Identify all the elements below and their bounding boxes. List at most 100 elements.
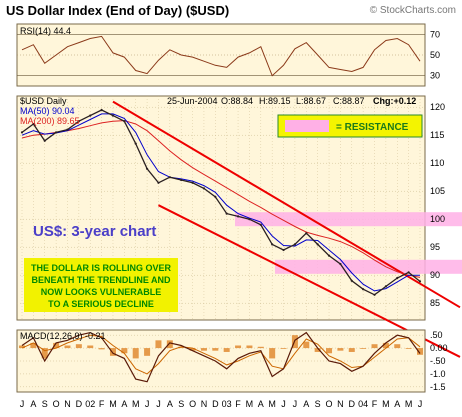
macd-hist-bar [87, 345, 94, 349]
price-point [407, 271, 410, 274]
macd-hist-bar [314, 348, 321, 352]
macd-hist-bar [132, 348, 139, 359]
rsi-tick-labels: 70 50 30 [430, 29, 440, 80]
resistance-bands [235, 212, 462, 274]
x-axis-labels: J A S O N D 02 F M A M J J A S O N D 03 F M A M J J A S O N D 04 F M A M J [20, 399, 423, 409]
callout-line-4: TO A SERIOUS DECLINE [48, 299, 154, 309]
macd-hist-bar [189, 348, 196, 351]
price-point [305, 232, 308, 235]
x-tick-label: J [418, 399, 423, 409]
ma50-line [21, 113, 420, 292]
x-tick-label: D [76, 399, 83, 409]
price-point [350, 279, 353, 282]
rsi-tick-label: 70 [430, 29, 440, 39]
stats-open: O:88.84 [221, 96, 253, 106]
macd-tick-label: 0.00 [430, 343, 448, 353]
macd-hist-bar [223, 348, 230, 352]
x-tick-label: M [405, 399, 413, 409]
x-tick-label: A [394, 399, 400, 409]
price-point [293, 243, 297, 246]
macd-tick-labels: .50 0.00 -.50 -1.0 -1.5 [430, 330, 448, 392]
ma200-line [21, 120, 421, 278]
price-point [77, 120, 80, 123]
macd-tick-label: -.50 [430, 356, 446, 366]
x-tick-label: F [99, 399, 105, 409]
macd-hist-bar [337, 348, 344, 351]
macd-tick-label: -1.0 [430, 369, 446, 379]
x-tick-label: J [293, 399, 298, 409]
macd-hist-bar [269, 348, 276, 359]
x-tick-label: J [20, 399, 25, 409]
macd-tick-label: -1.5 [430, 382, 446, 392]
macd-hist-bar [109, 348, 116, 356]
price-point [20, 131, 24, 134]
rsi-grid [17, 34, 425, 76]
macd-hist-bar [75, 344, 82, 349]
macd-hist-bar [53, 342, 60, 349]
macd-tick-label: .50 [430, 330, 443, 340]
macd-hist-bar [144, 348, 151, 356]
callout-line-1: THE DOLLAR IS ROLLING OVER [31, 263, 172, 273]
price-point [418, 280, 422, 283]
price-point [100, 108, 103, 112]
x-tick-label: S [42, 399, 48, 409]
price-tick-label: 90 [430, 270, 440, 280]
rsi-panel: RSI(14) 44.4 70 50 30 [16, 23, 440, 87]
x-tick-label: N [337, 399, 344, 409]
x-tick-label: O [326, 399, 333, 409]
x-tick-label: J [281, 399, 286, 409]
price-point [111, 114, 115, 117]
x-tick-label: O [53, 399, 60, 409]
macd-hist-bar [405, 348, 412, 349]
stats-change: Chg:+0.12 [373, 96, 416, 106]
price-point [236, 215, 240, 218]
x-tick-label: A [303, 399, 309, 409]
price-point [66, 128, 69, 131]
rsi-tick-label: 30 [430, 71, 440, 81]
price-point [384, 285, 387, 288]
x-tick-label: J [145, 399, 150, 409]
x-tick-label: M [382, 399, 390, 409]
x-tick-label: N [64, 399, 71, 409]
macd-hist-bar [348, 348, 355, 352]
price-point [168, 176, 171, 179]
macd-grid [17, 334, 425, 388]
x-tick-label: A [121, 399, 127, 409]
legend-swatch [285, 120, 329, 132]
price-point [180, 178, 183, 182]
resistance-legend: = RESISTANCE [277, 114, 423, 138]
price-point [339, 262, 342, 266]
price-point [271, 243, 274, 246]
macd-hist-bar [382, 342, 389, 349]
macd-hist-bar [394, 344, 401, 349]
macd-hist-bar [246, 345, 253, 349]
macd-hist-bar [121, 348, 128, 354]
x-tick-label: S [178, 399, 184, 409]
price-tick-label: 85 [430, 298, 440, 308]
ma50-label: MA(50) 90.04 [20, 106, 75, 116]
stats-high: H:89.15 [259, 96, 291, 106]
price-panel: $USD Daily MA(50) 90.04 MA(200) 89.65 25… [16, 95, 462, 358]
macd-hist-bar [235, 345, 242, 349]
price-tick-labels: 120 115 110 105 100 95 90 85 [430, 102, 445, 308]
x-tick-label: M [132, 399, 140, 409]
macd-hist-bar [257, 346, 264, 349]
x-tick-label: A [30, 399, 36, 409]
price-points [20, 108, 422, 296]
stats-close: C:88.87 [333, 96, 365, 106]
x-tick-label: M [268, 399, 276, 409]
price-tick-label: 120 [430, 102, 445, 112]
macd-line [21, 331, 421, 383]
macd-hist-bar [200, 348, 207, 351]
x-tick-label: J [156, 399, 161, 409]
macd-hist-bar [212, 348, 219, 351]
x-tick-label: A [258, 399, 264, 409]
macd-hist-bar [303, 341, 310, 349]
x-tick-label: A [167, 399, 173, 409]
resistance-band [275, 259, 462, 274]
macd-hist-bar [326, 348, 333, 354]
price-tick-label: 95 [430, 242, 440, 252]
x-tick-label: 02 [85, 399, 95, 409]
price-point [259, 223, 262, 226]
price-tick-label: 100 [430, 214, 445, 224]
